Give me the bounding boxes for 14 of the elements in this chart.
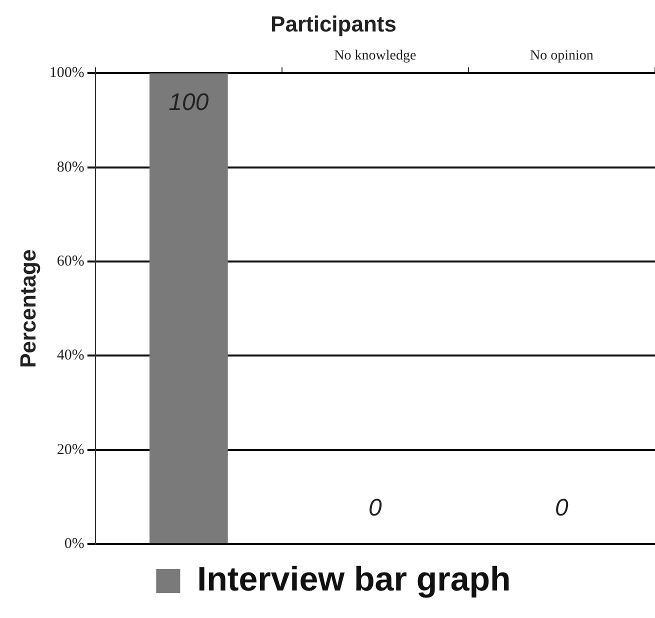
y-tick-label: 20% <box>56 442 84 458</box>
chart-title: Participants <box>270 11 396 36</box>
y-tick-label: 0% <box>64 536 84 552</box>
x-tick-label: No opinion <box>530 48 594 64</box>
data-label: 100 <box>168 88 210 116</box>
data-label: 0 <box>368 494 383 522</box>
data-label: 0 <box>555 494 570 522</box>
y-tick-label: 80% <box>56 159 84 176</box>
legend-label: Interview bar graph <box>197 560 511 598</box>
y-tick-label: 100% <box>49 65 84 82</box>
x-tick-label: No knowledge <box>334 48 416 64</box>
y-tick-label: 40% <box>56 348 84 364</box>
y-axis-title: Percentage <box>15 249 40 368</box>
y-tick-label: 60% <box>56 253 84 270</box>
